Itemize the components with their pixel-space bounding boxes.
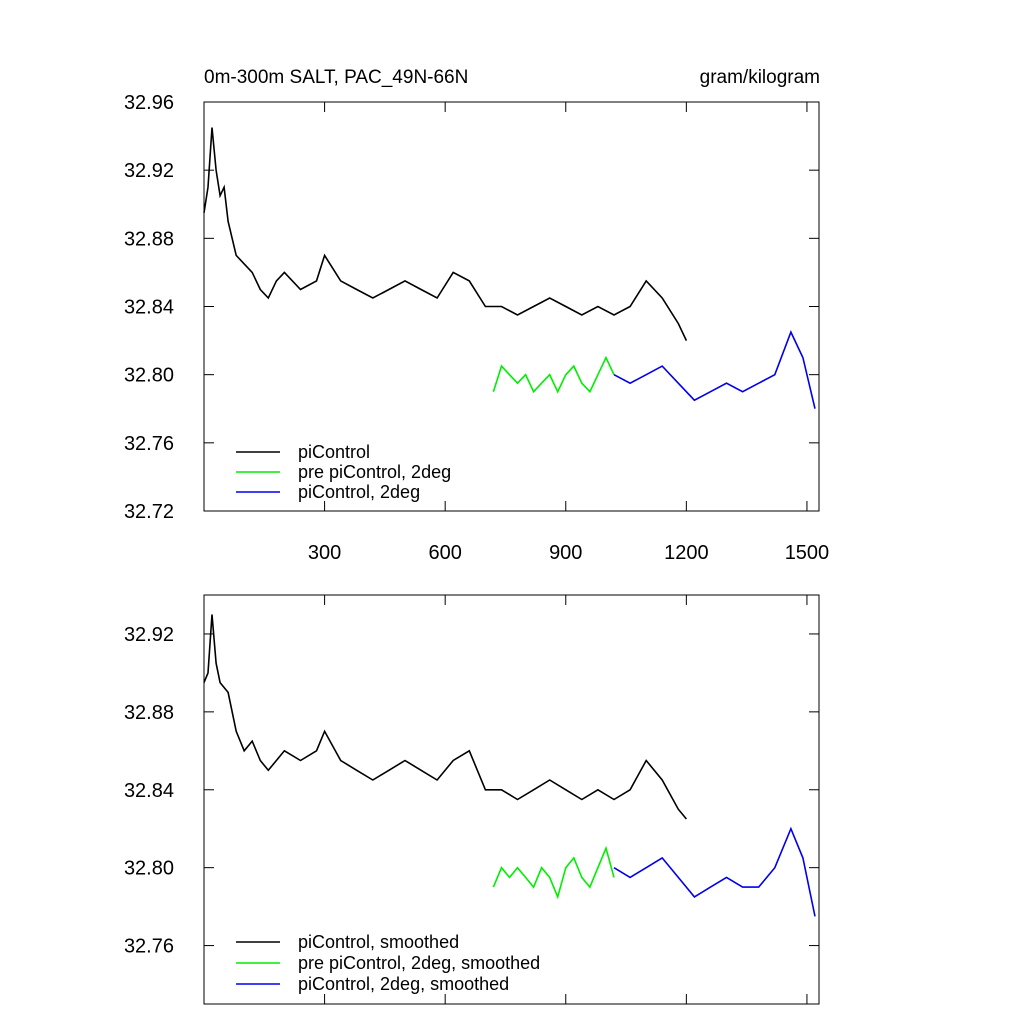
legend-label: piControl, 2deg: [298, 482, 420, 502]
top-panel-series: [203, 127, 816, 409]
bottom-panel-frame: [203, 594, 820, 1005]
bottom-panel-series: [203, 614, 816, 917]
y-tick-label: 32.92: [124, 624, 174, 646]
top-panel-ticks: 300 600 900 1200 1500 32.72 32.76 32.80 32.84 32.…: [124, 92, 829, 564]
y-tick-label: 32.96: [124, 92, 174, 114]
legend-label: pre piControl, 2deg, smoothed: [298, 953, 540, 973]
top-panel: 0m-300m SALT, PAC_49N-66N gram/kilogram …: [124, 67, 829, 564]
y-tick-label: 32.80: [124, 365, 174, 387]
series-line-2: [613, 330, 816, 409]
bottom-panel: 32.76 32.80 32.84 32.88 32.92 piControl, smo…: [124, 594, 820, 1005]
top-panel-frame: [203, 101, 820, 512]
series-line-1: [492, 355, 615, 394]
series-line-0: [203, 127, 688, 341]
y-tick-label: 32.88: [124, 702, 174, 724]
x-tick-label: 900: [549, 542, 582, 564]
x-tick-label: 600: [428, 542, 461, 564]
top-panel-title: 0m-300m SALT, PAC_49N-66N: [204, 67, 468, 88]
y-tick-label: 32.76: [124, 936, 174, 958]
y-tick-label: 32.80: [124, 858, 174, 880]
y-tick-label: 32.72: [124, 501, 174, 523]
bottom-panel-ticks: 32.76 32.80 32.84 32.88 32.92: [124, 595, 819, 1004]
legend-label: piControl, smoothed: [298, 932, 459, 952]
y-tick-label: 32.84: [124, 780, 174, 802]
series-line-2: [613, 826, 816, 917]
legend-label: piControl, 2deg, smoothed: [298, 974, 509, 994]
series-line-0: [203, 614, 688, 820]
y-tick-label: 32.76: [124, 433, 174, 455]
y-tick-label: 32.84: [124, 297, 174, 319]
series-line-1: [492, 845, 615, 900]
y-tick-label: 32.92: [124, 160, 174, 182]
x-tick-label: 1500: [785, 542, 830, 564]
x-tick-label: 300: [308, 542, 341, 564]
legend-label: piControl: [298, 442, 370, 462]
legend-label: pre piControl, 2deg: [298, 462, 451, 482]
y-tick-label: 32.88: [124, 228, 174, 250]
top-panel-units: gram/kilogram: [700, 67, 820, 88]
x-tick-label: 1200: [664, 542, 709, 564]
